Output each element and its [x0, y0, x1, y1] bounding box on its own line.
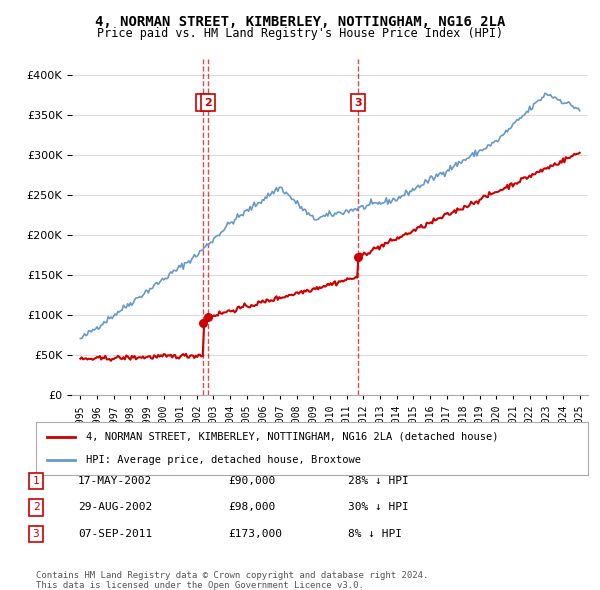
Point	[353, 252, 363, 261]
Text: Price paid vs. HM Land Registry's House Price Index (HPI): Price paid vs. HM Land Registry's House …	[97, 27, 503, 40]
Text: £98,000: £98,000	[228, 503, 275, 512]
Text: This data is licensed under the Open Government Licence v3.0.: This data is licensed under the Open Gov…	[36, 581, 364, 590]
Point	[203, 312, 212, 322]
Text: £90,000: £90,000	[228, 476, 275, 486]
Text: 29-AUG-2002: 29-AUG-2002	[78, 503, 152, 512]
Text: 1: 1	[32, 476, 40, 486]
Text: 1: 1	[199, 98, 207, 108]
Text: Contains HM Land Registry data © Crown copyright and database right 2024.: Contains HM Land Registry data © Crown c…	[36, 571, 428, 580]
Text: 4, NORMAN STREET, KIMBERLEY, NOTTINGHAM, NG16 2LA: 4, NORMAN STREET, KIMBERLEY, NOTTINGHAM,…	[95, 15, 505, 29]
Text: 2: 2	[204, 98, 212, 108]
Text: 3: 3	[32, 529, 40, 539]
Text: HPI: Average price, detached house, Broxtowe: HPI: Average price, detached house, Brox…	[86, 455, 361, 465]
Text: £173,000: £173,000	[228, 529, 282, 539]
Point	[199, 319, 208, 328]
Text: 3: 3	[355, 98, 362, 108]
Text: 2: 2	[32, 503, 40, 512]
Text: 8% ↓ HPI: 8% ↓ HPI	[348, 529, 402, 539]
Text: 07-SEP-2011: 07-SEP-2011	[78, 529, 152, 539]
Text: 4, NORMAN STREET, KIMBERLEY, NOTTINGHAM, NG16 2LA (detached house): 4, NORMAN STREET, KIMBERLEY, NOTTINGHAM,…	[86, 432, 498, 442]
Text: 28% ↓ HPI: 28% ↓ HPI	[348, 476, 409, 486]
Text: 30% ↓ HPI: 30% ↓ HPI	[348, 503, 409, 512]
Text: 17-MAY-2002: 17-MAY-2002	[78, 476, 152, 486]
